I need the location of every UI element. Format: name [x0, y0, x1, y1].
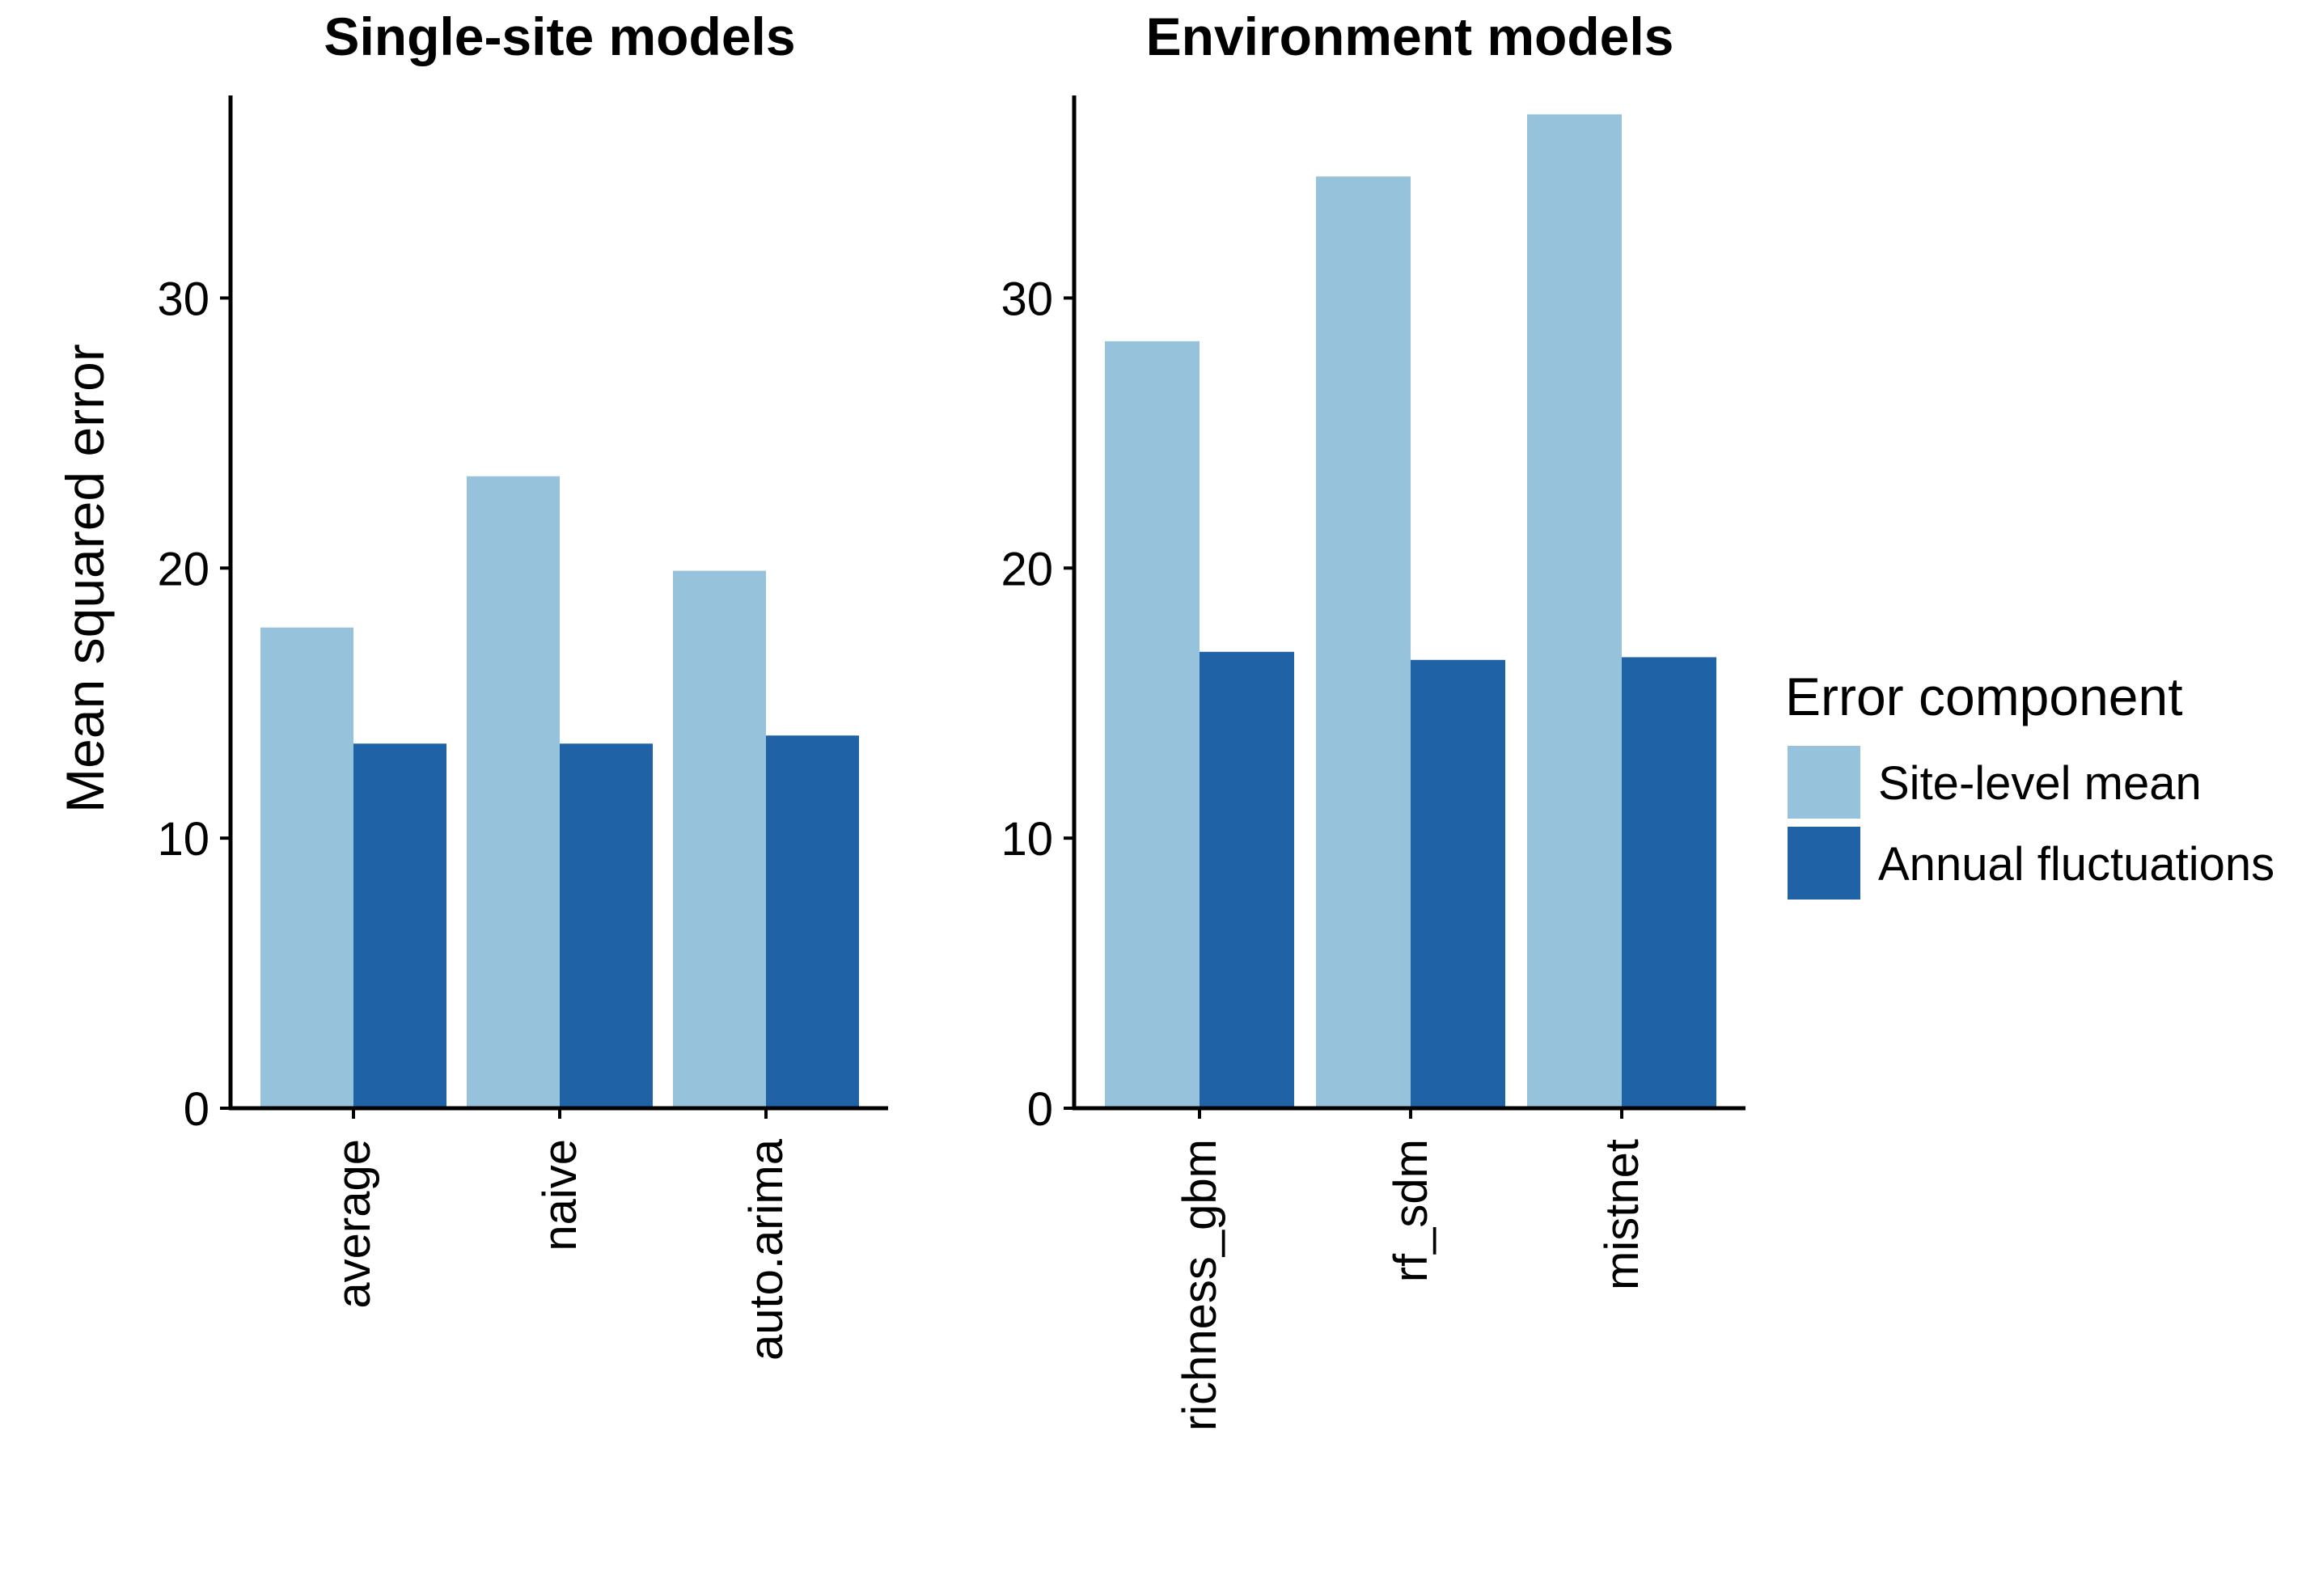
bar-annual-fluctuations-mistnet	[1622, 657, 1716, 1108]
bar-annual-fluctuations-rf-sdm	[1411, 659, 1505, 1108]
bar-site-level-mean-richness-gbm	[1105, 341, 1200, 1108]
x-tick-label-mistnet: mistnet	[1596, 1139, 1648, 1290]
legend-swatch-annual-fluctuations	[1788, 827, 1860, 900]
y-tick-label-10: 10	[1001, 813, 1053, 866]
panels-layer: Single-site models average naive auto.arima…	[157, 6, 1745, 1431]
y-tick-label-10: 10	[157, 813, 209, 866]
panel-title: Single-site models	[324, 6, 795, 66]
y-tick-label-30: 30	[157, 273, 209, 325]
y-tick-label-20: 20	[1001, 543, 1053, 595]
y-tick-label-20: 20	[157, 543, 209, 595]
y-tick-label-0: 0	[184, 1083, 209, 1136]
y-tick-label-30: 30	[1001, 273, 1053, 325]
bar-site-level-mean-auto-arima	[673, 570, 766, 1108]
bar-site-level-mean-mistnet	[1527, 114, 1622, 1109]
x-tick-label-average: average	[328, 1139, 380, 1309]
legend-title: Error component	[1785, 667, 2183, 726]
bar-site-level-mean-average	[260, 627, 353, 1108]
panel-single-site-models: Single-site models average naive auto.arima…	[157, 6, 888, 1361]
bar-site-level-mean-rf-sdm	[1316, 176, 1411, 1108]
x-tick-label-auto-arima: auto.arima	[740, 1138, 793, 1361]
bar-annual-fluctuations-auto-arima	[766, 735, 859, 1108]
x-tick-label-richness-gbm: richness_gbm	[1174, 1139, 1226, 1431]
panel-title: Environment models	[1146, 6, 1674, 66]
x-tick-label-naive: naive	[534, 1139, 586, 1251]
legend-swatch-site-level-mean	[1788, 746, 1860, 819]
panel-environment-models: Environment models richness_gbm rf_sdm mist…	[1001, 6, 1745, 1431]
bar-annual-fluctuations-richness-gbm	[1200, 651, 1294, 1108]
legend-label-annual-fluctuations: Annual fluctuations	[1878, 838, 2274, 891]
bar-annual-fluctuations-average	[353, 743, 446, 1108]
y-tick-label-0: 0	[1027, 1083, 1053, 1136]
bar-site-level-mean-naive	[467, 476, 560, 1108]
bar-annual-fluctuations-naive	[560, 743, 653, 1108]
legend-label-site-level-mean: Site-level mean	[1878, 757, 2202, 810]
x-tick-label-rf-sdm: rf_sdm	[1385, 1139, 1437, 1282]
y-axis-label: Mean squared error	[55, 344, 115, 813]
legend: Error component Site-level mean Annual flu…	[1785, 667, 2274, 900]
